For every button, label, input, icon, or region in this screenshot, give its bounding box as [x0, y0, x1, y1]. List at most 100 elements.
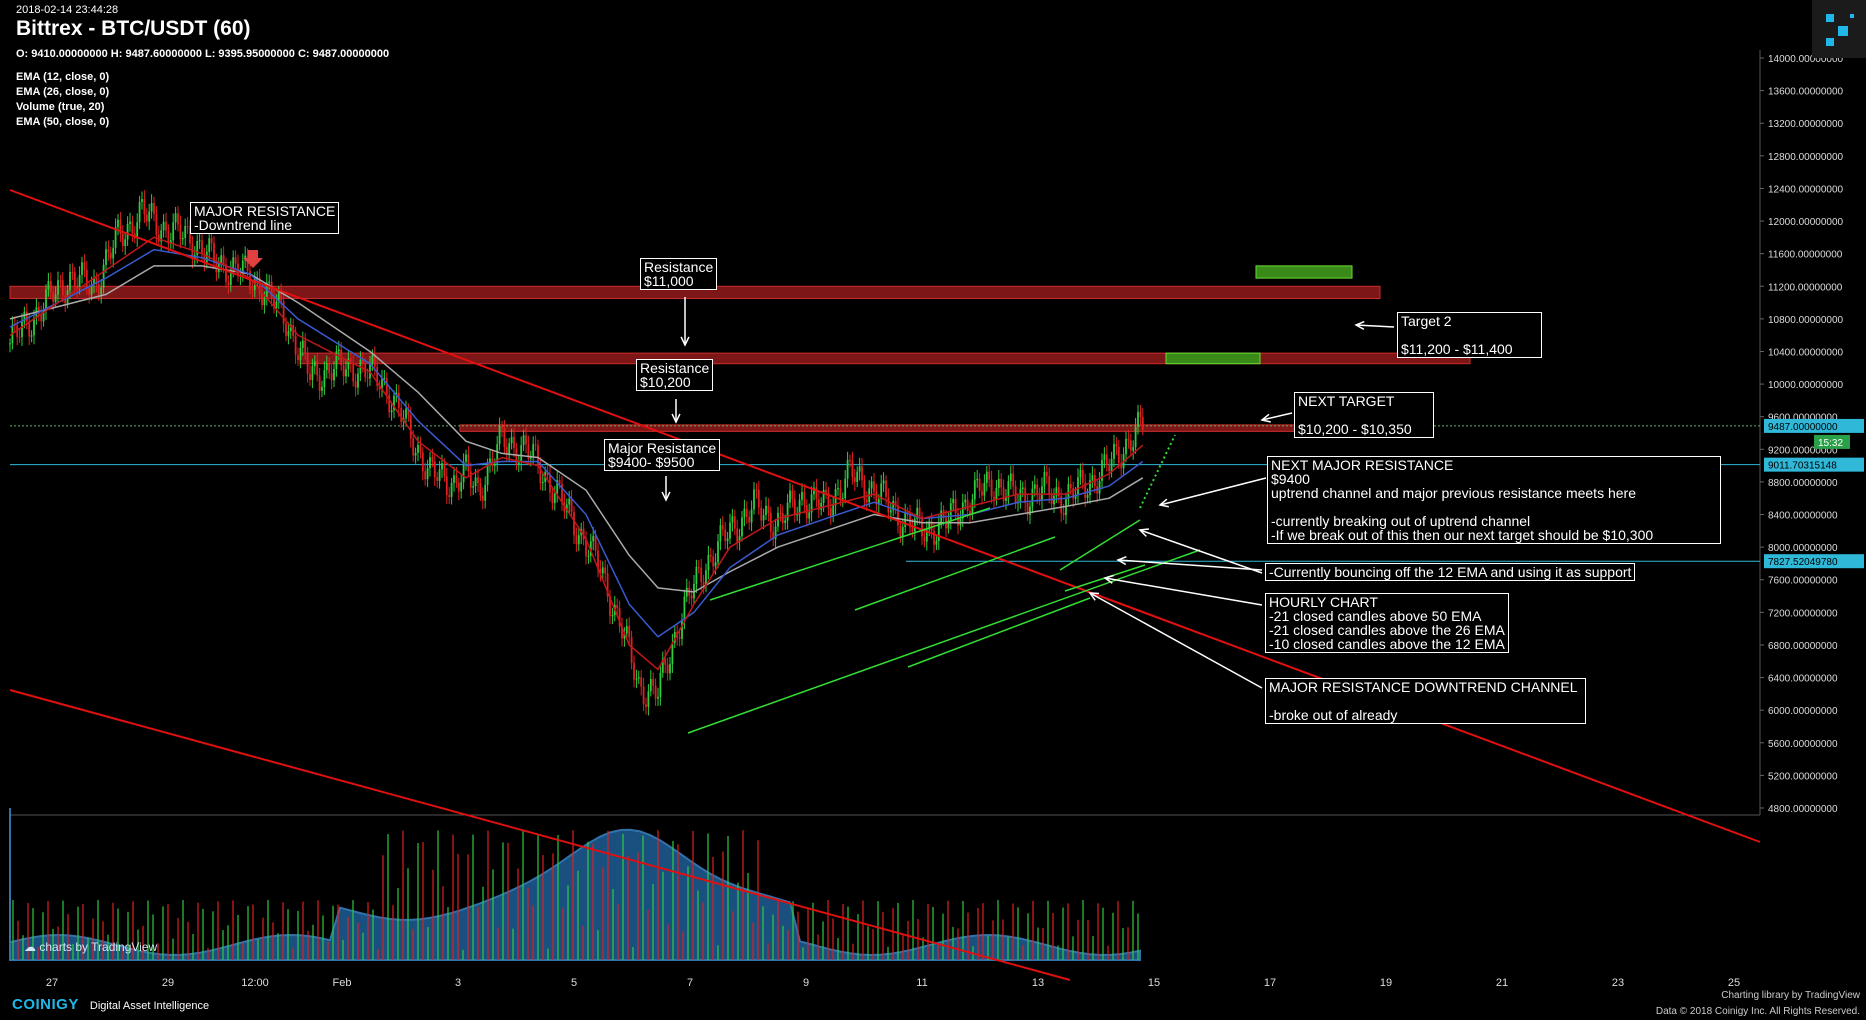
- x-tick-label: 9: [803, 977, 809, 989]
- volume-bar: [132, 901, 134, 960]
- candle-body: [484, 484, 487, 501]
- candle-body: [733, 516, 736, 529]
- candle-body: [1007, 481, 1010, 498]
- volume-bar: [127, 911, 129, 960]
- candle-body: [1108, 465, 1111, 472]
- volume-bar: [1077, 919, 1079, 960]
- volume-bar: [387, 834, 389, 960]
- volume-bar: [27, 902, 29, 960]
- volume-bar: [77, 906, 79, 960]
- candle-body: [409, 415, 412, 439]
- candle-body: [1041, 486, 1043, 500]
- volume-bar: [162, 906, 164, 960]
- candle-body: [784, 520, 787, 524]
- candle-body: [971, 499, 974, 515]
- volume-bar: [562, 908, 564, 960]
- candle-body: [952, 498, 955, 504]
- candle-body: [289, 325, 292, 332]
- candle-body: [940, 510, 943, 522]
- candle-body: [1072, 488, 1075, 499]
- candle-body: [1069, 484, 1072, 489]
- candle-body: [556, 480, 559, 494]
- volume-bar: [252, 904, 254, 960]
- volume-bar: [12, 900, 14, 960]
- volume-bar: [612, 889, 614, 960]
- candle-body: [664, 658, 667, 665]
- projected-path: [1139, 434, 1176, 509]
- volume-bar: [532, 905, 534, 960]
- candle-body: [150, 203, 153, 212]
- candle-body: [525, 435, 527, 445]
- volume-bar: [657, 830, 659, 960]
- candle-body: [165, 221, 167, 231]
- candle-body: [71, 271, 74, 273]
- candle-body: [136, 222, 139, 238]
- volume-bar: [697, 890, 699, 960]
- x-tick-label: 15: [1148, 977, 1160, 989]
- arrowhead: [1138, 528, 1150, 537]
- candle-body: [162, 221, 165, 231]
- indicator-ema-26[interactable]: EMA (26, close, 0): [16, 86, 110, 98]
- downtrend-line-upper: [9, 189, 1761, 843]
- candle-body: [498, 426, 501, 445]
- volume-bar: [357, 922, 359, 960]
- candle-body: [604, 567, 607, 574]
- volume-bar: [912, 900, 914, 960]
- candle-body: [753, 489, 755, 510]
- indicator-ema-12[interactable]: EMA (12, close, 0): [16, 71, 110, 83]
- volume-bar: [627, 855, 629, 960]
- candle-body: [882, 480, 885, 484]
- candle-body: [100, 287, 103, 295]
- y-tick-label: 5200.00000000: [1768, 771, 1838, 782]
- charting-library-credit[interactable]: Charting library by TradingView: [1721, 990, 1860, 1001]
- volume-bar: [622, 833, 624, 960]
- candle-body: [1038, 495, 1041, 500]
- volume-bar: [467, 854, 469, 960]
- volume-bar: [402, 830, 404, 960]
- annotation-arrow: [1104, 577, 1263, 606]
- volume-bar: [107, 934, 109, 960]
- volume-bar: [797, 911, 799, 960]
- candle-body: [85, 269, 88, 289]
- volume-bar: [267, 900, 269, 960]
- x-tick-label: 12:00: [241, 977, 269, 989]
- candle-body: [143, 199, 146, 215]
- candle-body: [553, 493, 556, 504]
- candle-body: [1113, 443, 1115, 459]
- candle-body: [323, 370, 326, 387]
- arrowhead: [1260, 413, 1271, 423]
- candle-body: [657, 696, 659, 699]
- candle-body: [508, 443, 511, 454]
- annotation-arrow: [1117, 559, 1263, 571]
- candle-body: [388, 394, 391, 413]
- candle-body: [157, 234, 160, 242]
- candle-body: [529, 456, 532, 459]
- candle-body: [642, 686, 645, 705]
- x-tick-label: 5: [571, 977, 577, 989]
- candle-body: [1019, 489, 1022, 503]
- candle-body: [695, 566, 698, 584]
- candle-body: [337, 349, 340, 352]
- volume-bar: [597, 930, 599, 960]
- volume-bar: [967, 912, 969, 960]
- indicator-ema-50[interactable]: EMA (50, close, 0): [16, 116, 110, 128]
- volume-bar: [207, 947, 209, 960]
- candle-body: [858, 466, 861, 472]
- candle-body: [114, 227, 117, 248]
- tradingview-watermark[interactable]: ☁ charts by TradingView: [24, 940, 157, 954]
- candle-body: [942, 510, 945, 518]
- volume-bar: [692, 830, 694, 960]
- candle-body: [609, 596, 611, 616]
- volume-bar: [997, 900, 999, 960]
- volume-bar: [882, 912, 884, 960]
- volume-bar: [297, 910, 299, 960]
- volume-bar: [937, 944, 939, 960]
- candle-body: [145, 214, 148, 222]
- candle-body: [321, 386, 323, 391]
- indicator-volume[interactable]: Volume (true, 20): [16, 101, 105, 113]
- annotation-arrow: [1355, 324, 1395, 328]
- x-tick-label: 13: [1032, 977, 1044, 989]
- arrowhead: [1158, 498, 1169, 508]
- volume-bar: [647, 909, 649, 960]
